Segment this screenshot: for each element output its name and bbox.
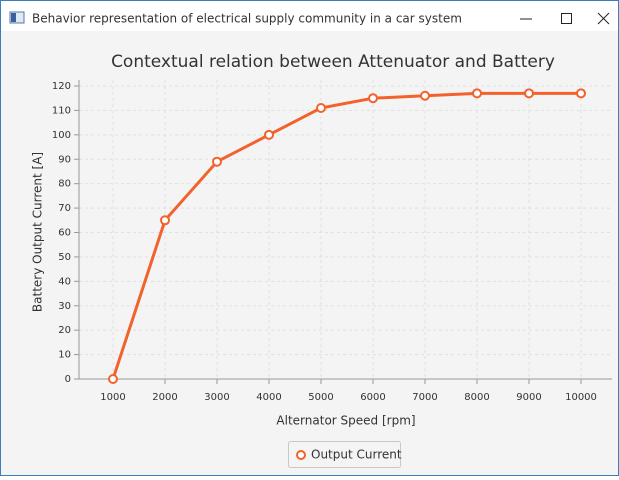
x-tick-label: 7000: [412, 392, 437, 403]
y-tick-label: 110: [52, 105, 71, 116]
x-tick-label: 1000: [100, 392, 125, 403]
y-tick-label: 0: [65, 374, 71, 385]
window-title: Behavior representation of electrical su…: [32, 12, 462, 26]
x-tick-label: 8000: [464, 392, 489, 403]
x-axis-label: Alternator Speed [rpm]: [276, 414, 415, 428]
x-tick-label: 9000: [516, 392, 541, 403]
x-tick-label: 2000: [152, 392, 177, 403]
data-point: [264, 129, 274, 140]
y-tick-label: 60: [58, 228, 71, 239]
data-point: [108, 374, 118, 384]
x-tick-label: 10000: [565, 392, 597, 403]
legend-marker: [296, 450, 306, 460]
y-tick-label: 20: [58, 325, 71, 336]
y-tick-label: 120: [52, 81, 71, 92]
title-bar: [0, 0, 619, 31]
y-tick-label: 90: [58, 154, 71, 165]
chart-title: Contextual relation between Attenuator a…: [111, 52, 555, 72]
y-tick-label: 70: [58, 203, 71, 214]
data-point: [524, 88, 534, 99]
data-point: [576, 88, 586, 99]
data-point: [160, 215, 170, 226]
plot-area: [79, 80, 612, 379]
series-line: [111, 91, 581, 380]
close-button[interactable]: [597, 12, 610, 25]
legend-box: [288, 441, 401, 468]
legend: Output Current: [288, 441, 402, 468]
data-point: [420, 90, 430, 101]
y-axis-label: Battery Output Current [A]: [31, 152, 45, 312]
data-point: [316, 102, 326, 113]
y-tick-label: 30: [58, 301, 71, 312]
x-tick-label: 5000: [308, 392, 333, 403]
y-tick-label: 80: [58, 179, 71, 190]
y-tick-label: 100: [52, 130, 71, 141]
y-tick-label: 10: [58, 350, 71, 361]
maximize-button[interactable]: [561, 13, 572, 24]
x-tick-label: 3000: [204, 392, 229, 403]
y-tick-label: 40: [58, 276, 71, 287]
x-tick-label: 4000: [256, 392, 281, 403]
app-icon: [9, 11, 25, 24]
x-tick-label: 6000: [360, 392, 385, 403]
data-point: [212, 156, 222, 167]
data-point: [368, 93, 378, 104]
data-point: [472, 88, 482, 99]
y-tick-label: 50: [58, 252, 71, 263]
legend-label: Output Current: [311, 448, 402, 462]
